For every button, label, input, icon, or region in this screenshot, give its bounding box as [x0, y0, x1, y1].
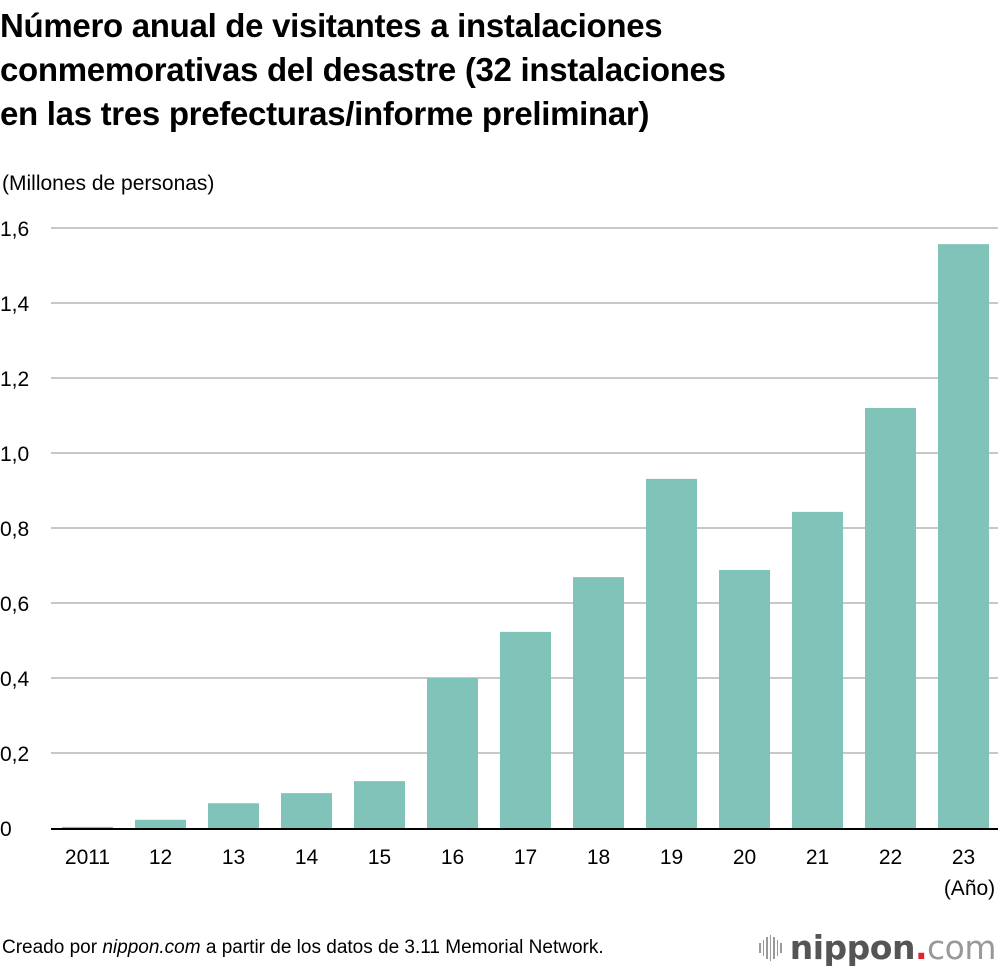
- x-tick-label: 2011: [65, 846, 110, 869]
- y-tick-label: 1,2: [0, 368, 29, 391]
- bar-17: [500, 631, 551, 828]
- bar-chart: 0 0,2 0,4 0,6 0,8 1,0 1,2 1,4 1,6 2011 12 13 14 15 16…: [0, 218, 998, 900]
- x-tick-label: 18: [587, 846, 610, 869]
- y-tick-label: 0,6: [0, 593, 29, 616]
- bar-13: [208, 803, 259, 828]
- y-tick-label: 0: [0, 818, 12, 841]
- y-tick-label: 0,2: [0, 743, 29, 766]
- bars: [62, 244, 989, 828]
- y-tick-label: 1,0: [0, 443, 29, 466]
- chart-title: Número anual de visitantes a instalacion…: [0, 4, 1000, 136]
- bar-14: [281, 793, 332, 828]
- y-tick-label: 1,6: [0, 218, 29, 241]
- bar-20: [719, 570, 770, 828]
- x-tick-label: 13: [222, 846, 245, 869]
- logo-dot: .: [914, 928, 928, 967]
- y-axis-ticks: 0 0,2 0,4 0,6 0,8 1,0 1,2 1,4 1,6: [0, 218, 30, 841]
- footer-prefix: Creado por: [2, 937, 103, 958]
- bar-12: [135, 819, 186, 828]
- x-tick-label: 17: [514, 846, 537, 869]
- x-tick-label: 23: [952, 846, 975, 869]
- bar-2011: [62, 826, 113, 828]
- logo-wordmark: nippon.com: [789, 928, 997, 967]
- source-footer: Creado por nippon.com a partir de los da…: [2, 937, 604, 959]
- chart-title-line-1: Número anual de visitantes a instalacion…: [0, 7, 663, 44]
- sound-wave-icon: [759, 934, 782, 961]
- x-tick-label: 16: [441, 846, 464, 869]
- y-tick-label: 0,8: [0, 518, 29, 541]
- y-tick-label: 0,4: [0, 668, 30, 691]
- footer-site: nippon.com: [102, 937, 201, 958]
- x-axis-label: (Año): [944, 877, 995, 900]
- x-tick-label: 15: [368, 846, 391, 869]
- bar-18: [573, 577, 624, 828]
- nippon-logo: nippon.com: [759, 928, 996, 967]
- bar-19: [646, 478, 697, 828]
- x-tick-label: 22: [879, 846, 902, 869]
- bar-23: [938, 244, 989, 828]
- bar-21: [792, 511, 843, 828]
- x-axis-ticks: 2011 12 13 14 15 16 17 18 19 20 21 22 23: [65, 846, 975, 869]
- y-axis-unit-label: (Millones de personas): [2, 172, 215, 195]
- x-tick-label: 21: [806, 846, 829, 869]
- bar-15: [354, 781, 405, 828]
- x-tick-label: 20: [733, 846, 756, 869]
- bar-22: [865, 408, 916, 828]
- footer-suffix: a partir de los datos de 3.11 Memorial N…: [200, 937, 604, 958]
- x-tick-label: 14: [295, 846, 319, 869]
- chart-title-line-3: en las tres prefecturas/informe prelimin…: [0, 95, 650, 132]
- logo-name: nippon: [789, 928, 916, 967]
- chart-title-line-2: conmemorativas del desastre (32 instalac…: [0, 51, 726, 88]
- logo-tld: com: [927, 928, 996, 967]
- x-tick-label: 12: [149, 846, 172, 869]
- y-tick-label: 1,4: [0, 293, 30, 316]
- x-tick-label: 19: [660, 846, 683, 869]
- bar-16: [427, 678, 478, 828]
